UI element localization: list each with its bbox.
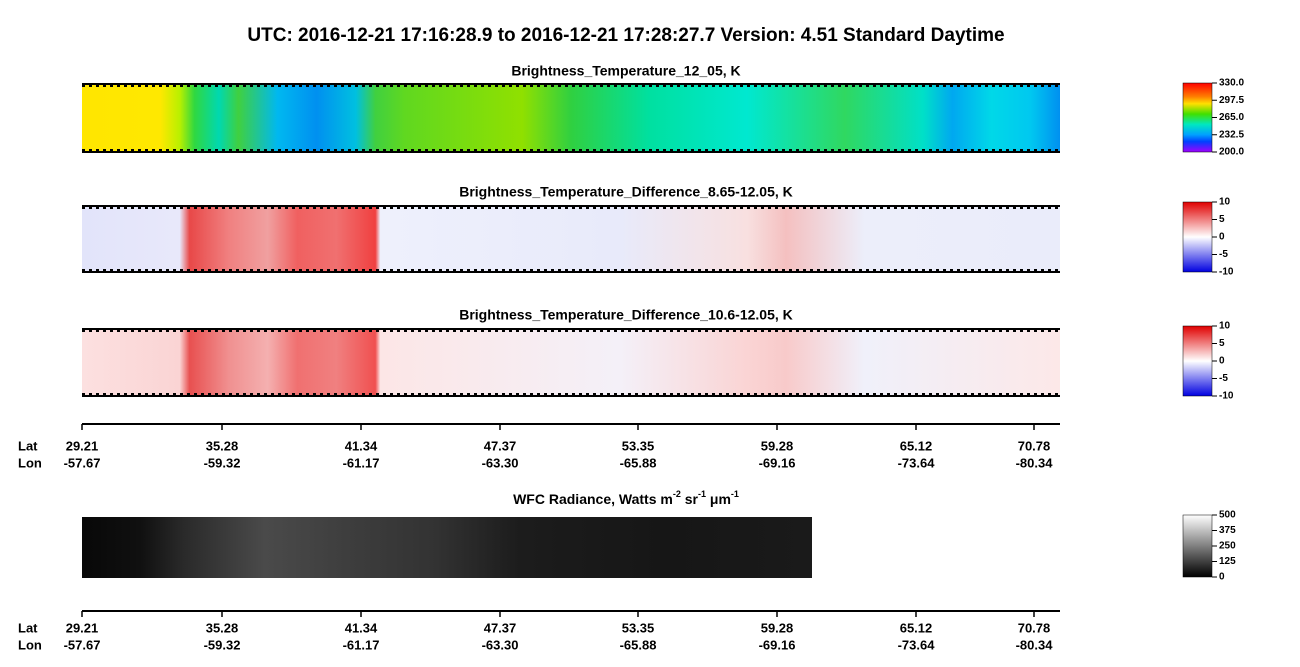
title-part: μm: [706, 491, 731, 507]
btd1-image: [82, 206, 1060, 272]
lat-label: 53.35: [622, 620, 655, 635]
lon-label: -65.88: [620, 637, 657, 652]
title-part: WFC Radiance, Watts m: [513, 491, 673, 507]
lat-label: 41.34: [345, 438, 378, 453]
lon-label: -57.67: [64, 455, 101, 470]
lat-label: 70.78: [1018, 438, 1051, 453]
lon-label: -59.32: [204, 637, 241, 652]
lat-label: 59.28: [761, 438, 794, 453]
lat-label: 29.21: [66, 620, 99, 635]
colorbar: [1182, 82, 1213, 153]
colorbar-label: -5: [1219, 249, 1228, 260]
title-part: -1: [698, 489, 706, 499]
lon-label: -73.64: [898, 455, 936, 470]
panel-title: Brightness_Temperature_12_05, K: [511, 63, 740, 79]
lon-label: -63.30: [482, 637, 519, 652]
title-part: -1: [731, 489, 739, 499]
page-title: UTC: 2016-12-21 17:16:28.9 to 2016-12-21…: [247, 25, 1004, 46]
lat-label: 53.35: [622, 438, 655, 453]
colorbar-label: 0: [1219, 232, 1225, 243]
lat-label: 47.37: [484, 438, 517, 453]
lat-label: 41.34: [345, 620, 378, 635]
colorbar-label: 0: [1219, 572, 1225, 583]
colorbar-label: 297.5: [1219, 95, 1244, 106]
row-label: Lon: [18, 637, 42, 652]
colorbar-label: 500: [1219, 510, 1236, 521]
lat-label: 65.12: [900, 438, 933, 453]
lat-label: 29.21: [66, 438, 99, 453]
lat-label: 35.28: [206, 438, 239, 453]
colorbar-label: 5: [1219, 214, 1225, 225]
lat-label: 59.28: [761, 620, 794, 635]
lat-label: 35.28: [206, 620, 239, 635]
lon-label: -59.32: [204, 455, 241, 470]
colorbar-label: 0: [1219, 356, 1225, 367]
panel-title: Brightness_Temperature_Difference_8.65-1…: [459, 184, 793, 200]
colorbar-label: -10: [1219, 391, 1234, 402]
colorbar-label: 265.0: [1219, 112, 1244, 123]
lat-label: 70.78: [1018, 620, 1051, 635]
colorbar-label: -10: [1219, 267, 1234, 278]
colorbar-label: 10: [1219, 321, 1231, 332]
colorbar: [1182, 201, 1213, 273]
panel-title: Brightness_Temperature_Difference_10.6-1…: [459, 307, 793, 323]
lon-label: -63.30: [482, 455, 519, 470]
lon-label: -61.17: [343, 455, 380, 470]
btd2-image: [82, 329, 1060, 396]
lon-label: -69.16: [759, 455, 796, 470]
lon-label: -80.34: [1016, 637, 1054, 652]
row-label: Lon: [18, 455, 42, 470]
title-part: -2: [673, 489, 681, 499]
lon-label: -61.17: [343, 637, 380, 652]
colorbar-label: 5: [1219, 338, 1225, 349]
wfc-image: [82, 517, 812, 578]
lon-label: -69.16: [759, 637, 796, 652]
title-part: sr: [681, 491, 699, 507]
panel-title: WFC Radiance, Watts m-2 sr-1 μm-1: [513, 489, 739, 506]
colorbar-label: 232.5: [1219, 129, 1244, 140]
colorbar-label: 200.0: [1219, 147, 1244, 158]
lat-label: 47.37: [484, 620, 517, 635]
row-label: Lat: [18, 620, 38, 635]
colorbar-label: -5: [1219, 373, 1228, 384]
lat-label: 65.12: [900, 620, 933, 635]
colorbar-label: 250: [1219, 541, 1236, 552]
colorbar-label: 10: [1219, 197, 1231, 208]
colorbar: [1182, 514, 1213, 578]
colorbar-label: 125: [1219, 556, 1236, 567]
colorbar-label: 330.0: [1219, 78, 1244, 89]
bt-image: [82, 84, 1060, 152]
lon-label: -73.64: [898, 637, 936, 652]
row-label: Lat: [18, 438, 38, 453]
lon-label: -57.67: [64, 637, 101, 652]
colorbar: [1182, 325, 1213, 397]
lon-label: -65.88: [620, 455, 657, 470]
lon-label: -80.34: [1016, 455, 1054, 470]
colorbar-label: 375: [1219, 525, 1236, 536]
